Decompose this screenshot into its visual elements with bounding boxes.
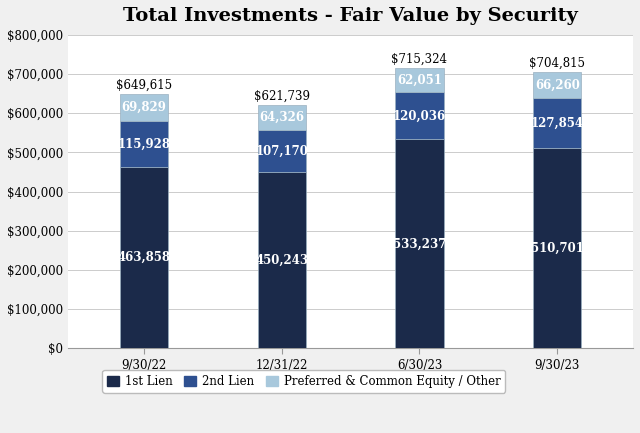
Bar: [120, 167, 168, 348]
Bar: [396, 92, 444, 139]
Bar: [533, 148, 581, 348]
Bar: [257, 130, 306, 172]
Text: 120,036: 120,036: [393, 110, 446, 123]
Text: 62,051: 62,051: [397, 74, 442, 87]
Text: 510,701: 510,701: [531, 242, 584, 255]
Text: 69,829: 69,829: [122, 101, 166, 114]
Bar: [120, 121, 168, 167]
Text: $621,739: $621,739: [253, 89, 310, 102]
Text: 115,928: 115,928: [117, 137, 170, 150]
Title: Total Investments - Fair Value by Security: Total Investments - Fair Value by Securi…: [123, 7, 578, 25]
Bar: [396, 68, 444, 92]
Text: 450,243: 450,243: [255, 254, 308, 267]
Bar: [257, 105, 306, 130]
Bar: [533, 72, 581, 98]
Text: 463,858: 463,858: [117, 251, 170, 264]
Bar: [120, 94, 168, 121]
Bar: [533, 98, 581, 148]
Text: $715,324: $715,324: [392, 53, 447, 66]
Text: 66,260: 66,260: [535, 79, 580, 92]
Text: 107,170: 107,170: [255, 144, 308, 157]
Text: 127,854: 127,854: [531, 116, 584, 129]
Bar: [257, 172, 306, 348]
Text: 533,237: 533,237: [393, 237, 446, 250]
Text: $704,815: $704,815: [529, 57, 585, 70]
Bar: [396, 139, 444, 348]
Legend: 1st Lien, 2nd Lien, Preferred & Common Equity / Other: 1st Lien, 2nd Lien, Preferred & Common E…: [102, 370, 505, 393]
Text: 64,326: 64,326: [259, 111, 304, 124]
Text: $649,615: $649,615: [116, 78, 172, 91]
